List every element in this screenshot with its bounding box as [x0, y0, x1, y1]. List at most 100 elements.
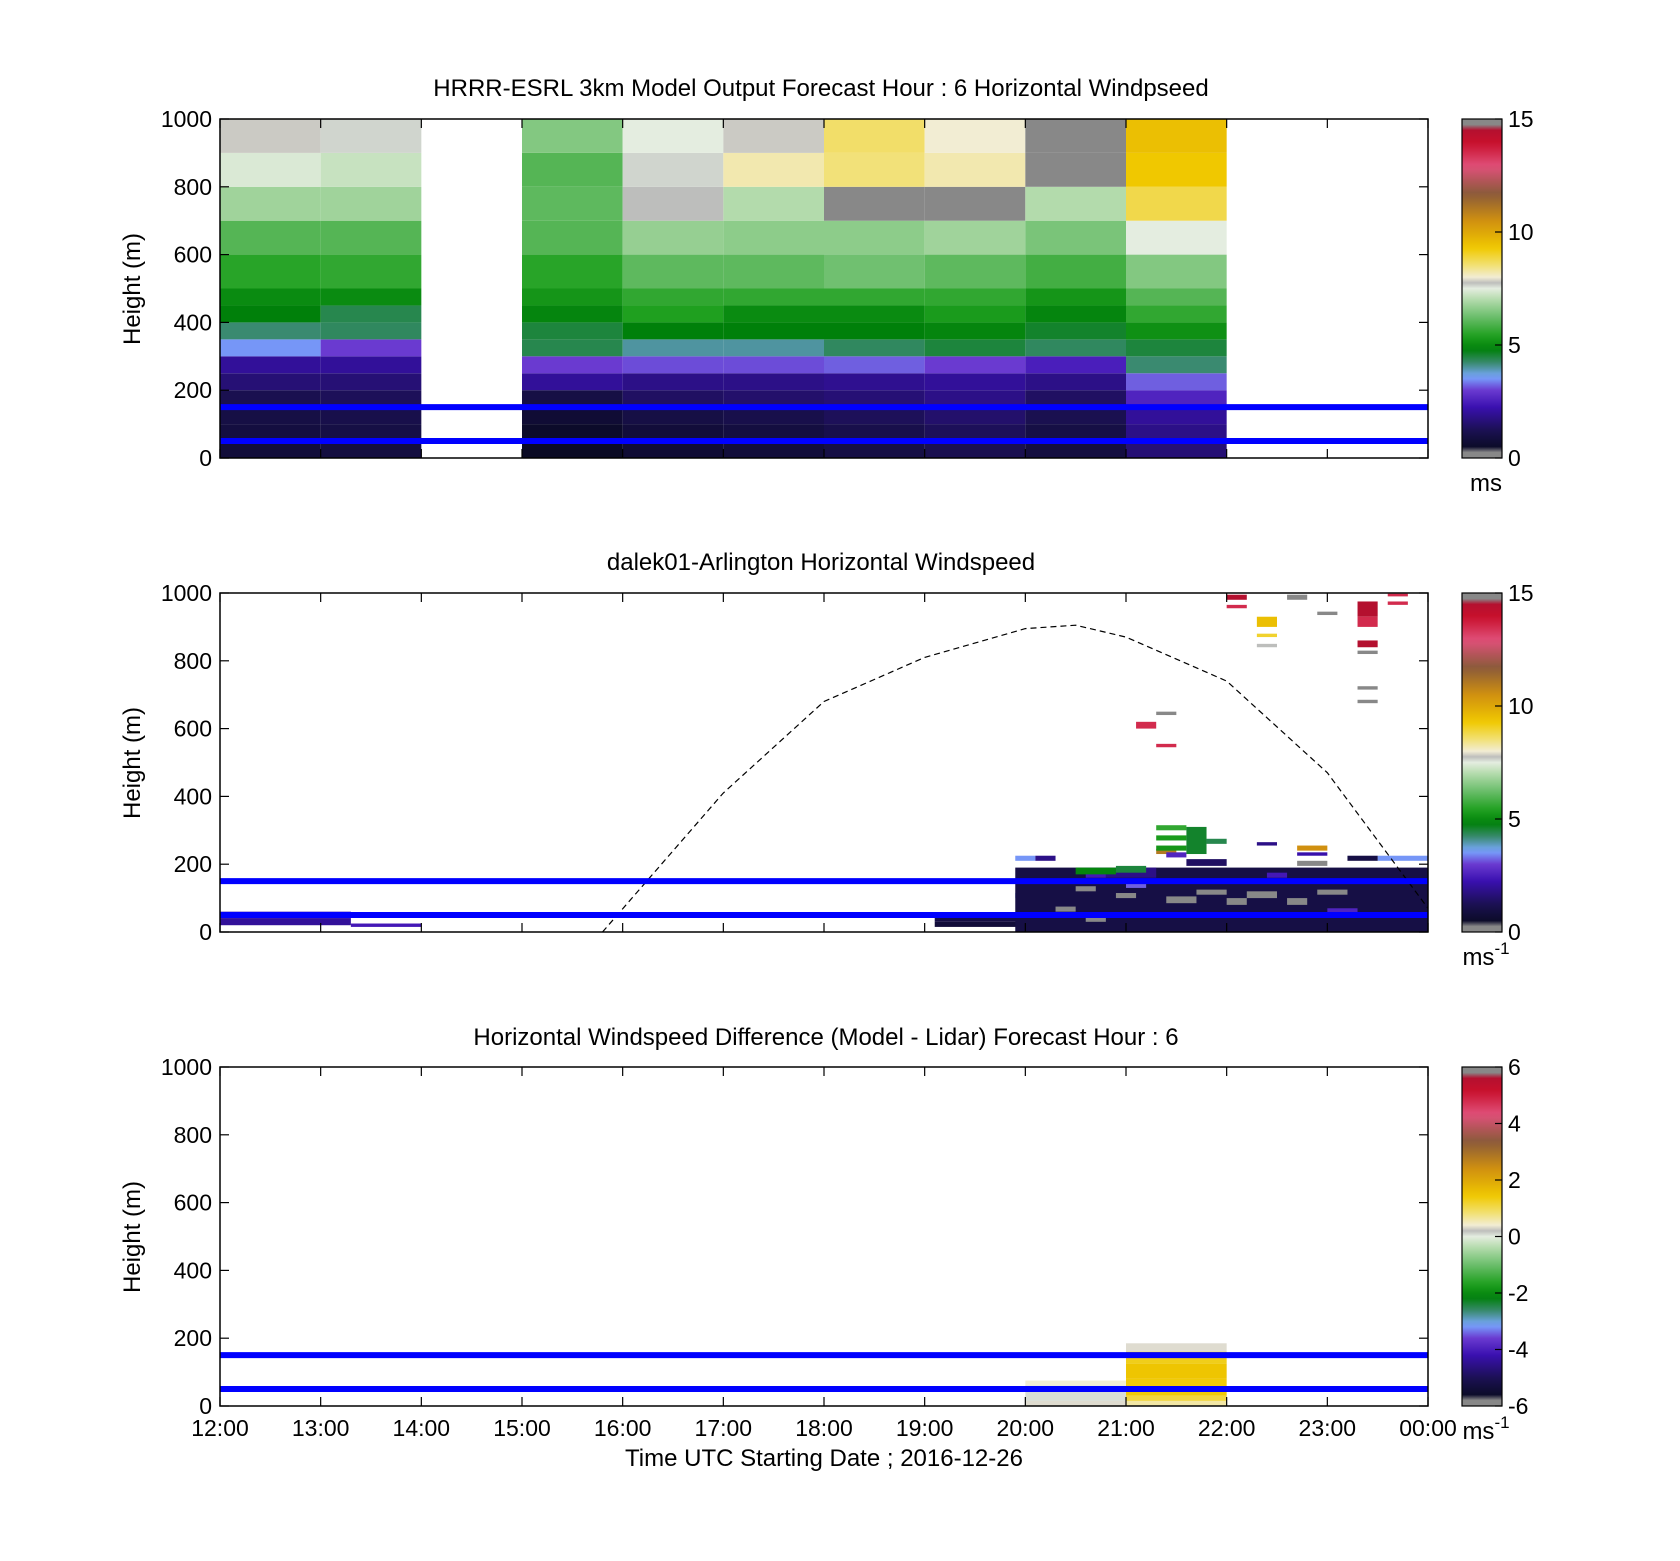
- model-cell: [924, 220, 1026, 255]
- model-cell: [824, 441, 925, 458]
- model-cell: [1126, 220, 1227, 255]
- colorbar-tick-label: 10: [1508, 219, 1534, 245]
- data-cell: [1085, 916, 1106, 922]
- model-cell: [522, 424, 623, 442]
- y-tick-label: 0: [199, 919, 212, 945]
- colorbar-tick-label: 0: [1508, 1224, 1521, 1250]
- model-cell: [220, 152, 321, 187]
- model-cell: [1025, 390, 1126, 408]
- data-cell: [1256, 616, 1277, 627]
- data-cell: [1377, 855, 1428, 861]
- data-cell: [1126, 1363, 1227, 1379]
- model-cell: [1025, 322, 1126, 340]
- y-tick-label: 400: [174, 309, 212, 335]
- model-cell: [1025, 373, 1126, 391]
- data-cell: [1025, 1400, 1126, 1406]
- colorbar-tick-label: 6: [1508, 1054, 1521, 1080]
- panel-diff-ticks: 0 200 400 600 800 1000 12:00 13:00 14:00 15:00 16:…: [161, 1054, 1457, 1441]
- model-cell: [1025, 288, 1126, 306]
- model-cell: [622, 254, 724, 289]
- x-tick-label: 12:00: [191, 1415, 249, 1441]
- model-cell: [220, 305, 321, 323]
- y-tick-label: 400: [174, 1257, 212, 1283]
- panel-lidar-title: dalek01-Arlington Horizontal Windspeed: [607, 549, 1035, 576]
- model-cell: [824, 254, 925, 289]
- model-cell: [1126, 288, 1227, 306]
- model-cell: [320, 305, 422, 323]
- model-cell: [1126, 254, 1227, 289]
- data-cell: [1246, 891, 1277, 899]
- data-cell: [1226, 604, 1247, 609]
- model-cell: [924, 424, 1026, 442]
- panel-diff-colorbar: -6 -4 -2 0 2 4 6 ms-1: [1461, 1054, 1529, 1445]
- panel-model-ylabel: Height (m): [119, 233, 146, 345]
- model-cell: [723, 424, 824, 442]
- panel-model-reflines: [220, 404, 1428, 445]
- model-cell: [320, 288, 422, 306]
- x-tick-label: 20:00: [997, 1415, 1055, 1441]
- panel-model-cells: [220, 119, 1227, 458]
- model-cell: [522, 441, 623, 458]
- data-cell: [1156, 848, 1177, 855]
- data-cell: [1055, 906, 1076, 912]
- colorbar-unit: ms-1: [1462, 1413, 1509, 1445]
- panel-model-ticks: 0 200 400 600 800 1000: [161, 106, 1429, 471]
- model-cell: [622, 441, 724, 458]
- model-cell: [824, 339, 925, 357]
- panel-lidar-colorbar: 0 5 10 15 ms-1: [1461, 580, 1534, 971]
- model-cell: [220, 254, 321, 289]
- model-cell: [723, 288, 824, 306]
- model-cell: [622, 390, 724, 408]
- model-cell: [924, 288, 1026, 306]
- data-cell: [1156, 845, 1187, 851]
- model-cell: [1025, 356, 1126, 374]
- data-cell: [1357, 640, 1378, 648]
- panel-lidar: dalek01-Arlington Horizontal Windspeed H…: [119, 549, 1534, 971]
- y-tick-label: 800: [174, 174, 212, 200]
- model-cell: [220, 373, 321, 391]
- data-cell: [1226, 898, 1247, 905]
- data-cell: [1075, 886, 1096, 892]
- model-cell: [1126, 390, 1227, 408]
- model-cell: [320, 373, 422, 391]
- data-cell: [1156, 825, 1187, 831]
- colorbar-tick-label: 15: [1508, 106, 1534, 132]
- panel-lidar-ylabel: Height (m): [119, 707, 146, 819]
- colorbar-fill: [1461, 118, 1503, 459]
- x-tick-label: 14:00: [393, 1415, 451, 1441]
- x-axis-label: Time UTC Starting Date ; 2016-12-26: [625, 1445, 1023, 1472]
- colorbar-unit: ms-1: [1462, 939, 1509, 971]
- model-cell: [1126, 119, 1227, 153]
- data-cell: [1166, 896, 1197, 904]
- colorbar-tick-label: 2: [1508, 1167, 1521, 1193]
- colorbar-unit: ms: [1470, 470, 1502, 497]
- model-cell: [924, 339, 1026, 357]
- data-cell: [1196, 889, 1227, 895]
- model-cell: [522, 119, 623, 153]
- model-cell: [220, 441, 321, 458]
- model-cell: [824, 322, 925, 340]
- data-cell: [1256, 842, 1277, 846]
- model-cell: [220, 220, 321, 255]
- data-cell: [1287, 898, 1308, 905]
- model-cell: [1025, 220, 1126, 255]
- y-tick-label: 1000: [161, 1054, 212, 1080]
- model-cell: [824, 407, 925, 425]
- model-cell: [1126, 152, 1227, 187]
- model-cell: [723, 119, 824, 153]
- model-cell: [1126, 441, 1227, 458]
- model-cell: [723, 339, 824, 357]
- data-cell: [934, 916, 1026, 922]
- data-cell: [934, 921, 1026, 927]
- x-tick-label: 16:00: [594, 1415, 652, 1441]
- model-cell: [924, 441, 1026, 458]
- model-cell: [723, 390, 824, 408]
- model-cell: [723, 322, 824, 340]
- model-cell: [622, 373, 724, 391]
- model-cell: [320, 152, 422, 187]
- panel-model: HRRR-ESRL 3km Model Output Forecast Hour…: [119, 75, 1534, 497]
- x-tick-label: 15:00: [493, 1415, 551, 1441]
- colorbar-tick-label: 10: [1508, 693, 1534, 719]
- model-cell: [723, 186, 824, 221]
- x-tick-label: 17:00: [695, 1415, 753, 1441]
